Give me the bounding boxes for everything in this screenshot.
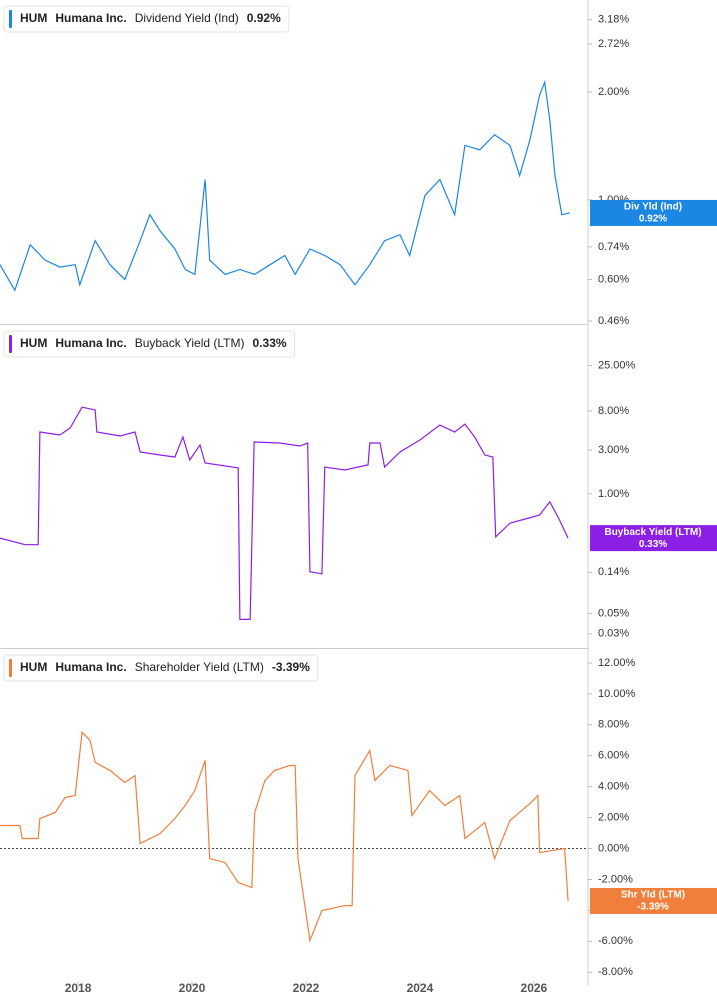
x-tick-label: 2022: [293, 981, 320, 995]
y-tick-label: 3.18%: [598, 14, 629, 26]
badge-value: -3.39%: [637, 902, 669, 913]
y-tick-label: -8.00%: [598, 966, 633, 978]
y-tick-label: -6.00%: [598, 935, 633, 947]
y-tick-label: 0.03%: [598, 628, 629, 640]
y-tick-label: 0.14%: [598, 566, 629, 578]
badge-value: 0.33%: [639, 539, 667, 550]
value-badge: [590, 887, 717, 914]
legend-ticker: HUM: [20, 660, 47, 674]
y-tick-label: 2.00%: [598, 86, 629, 98]
badge-label: Shr Yld (LTM): [621, 890, 685, 901]
y-tick-label: 0.60%: [598, 273, 629, 285]
y-tick-label: 1.00%: [598, 488, 629, 500]
badge-label: Div Yld (Ind): [624, 202, 682, 213]
y-tick-label: 0.46%: [598, 315, 629, 327]
data-line: [0, 406, 569, 621]
y-tick-label: 2.72%: [598, 38, 629, 50]
y-tick-label: -2.00%: [598, 873, 633, 885]
badge-value: 0.92%: [639, 214, 667, 225]
y-tick-label: 8.00%: [598, 719, 629, 731]
x-tick-label: 2026: [521, 981, 548, 995]
legend-ticker: HUM: [20, 11, 47, 25]
y-tick-label: 6.00%: [598, 750, 629, 762]
x-tick-label: 2024: [407, 981, 434, 995]
legend-box: [3, 330, 296, 358]
legend-company: Humana Inc.: [55, 11, 126, 25]
y-tick-label: 12.00%: [598, 657, 636, 669]
legend: HUM Humana Inc. Buyback Yield (LTM) 0.33%: [3, 330, 296, 358]
value-badge: [590, 525, 717, 552]
legend-box: [3, 5, 290, 33]
legend-swatch: [9, 10, 12, 28]
legend-swatch: [9, 335, 12, 353]
x-tick-label: 2018: [65, 981, 92, 995]
legend-box: [3, 654, 319, 682]
legend-value: 0.92%: [247, 11, 281, 25]
legend-series: Dividend Yield (Ind): [135, 11, 239, 25]
legend: HUM Humana Inc. Dividend Yield (Ind) 0.92%: [3, 5, 290, 33]
legend-series: Shareholder Yield (LTM): [135, 660, 264, 674]
y-tick-label: 25.00%: [598, 359, 636, 371]
legend-value: -3.39%: [272, 660, 310, 674]
legend-ticker: HUM: [20, 336, 47, 350]
legend-series: Buyback Yield (LTM): [135, 336, 245, 350]
y-tick-label: 2.00%: [598, 811, 629, 823]
y-tick-label: 0.74%: [598, 241, 629, 253]
y-tick-label: 4.00%: [598, 781, 629, 793]
legend: HUM Humana Inc. Shareholder Yield (LTM) -3.…: [3, 654, 319, 682]
badge-label: Buyback Yield (LTM): [604, 527, 701, 538]
y-tick-label: 8.00%: [598, 405, 629, 417]
legend-company: Humana Inc.: [55, 336, 126, 350]
data-line: [0, 731, 569, 943]
data-line: [0, 79, 570, 292]
x-tick-label: 2020: [179, 981, 206, 995]
y-tick-label: 0.00%: [598, 842, 629, 854]
legend-company: Humana Inc.: [55, 660, 126, 674]
value-badge: [590, 199, 717, 226]
y-tick-label: 10.00%: [598, 688, 636, 700]
y-tick-label: 3.00%: [598, 444, 629, 456]
y-tick-label: 0.05%: [598, 607, 629, 619]
legend-swatch: [9, 659, 12, 677]
legend-value: 0.33%: [253, 336, 287, 350]
